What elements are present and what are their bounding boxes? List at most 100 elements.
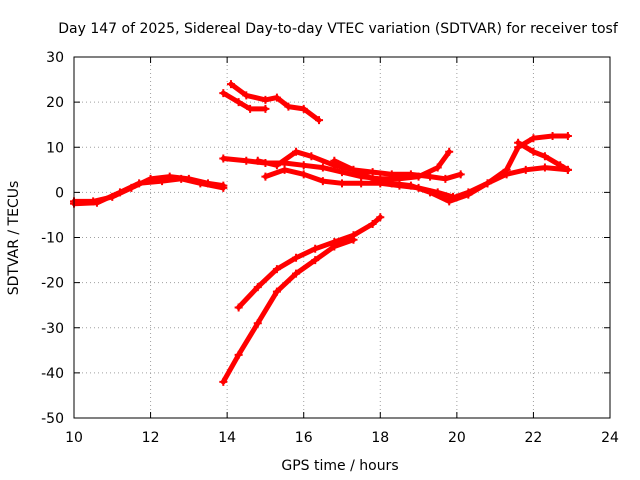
data-point [242, 91, 251, 100]
x-tick-label: 10 [65, 430, 83, 446]
data-point [315, 116, 324, 125]
series-layer [70, 80, 572, 386]
series-line [220, 237, 356, 385]
data-point [483, 179, 492, 188]
data-point [406, 170, 415, 179]
data-point [318, 163, 327, 172]
data-point [158, 177, 167, 186]
data-point [464, 188, 473, 197]
series-line [220, 90, 268, 112]
y-tick-label: 0 [55, 185, 64, 201]
data-point [349, 235, 358, 244]
data-point [299, 161, 308, 170]
data-point [261, 95, 270, 104]
series-track-c [219, 89, 270, 113]
data-point [441, 174, 450, 183]
data-point [563, 131, 572, 140]
data-point [330, 242, 339, 251]
data-point [540, 152, 549, 161]
data-point [219, 89, 228, 98]
data-point [311, 244, 320, 253]
data-point [272, 161, 281, 170]
chart-title: Day 147 of 2025, Sidereal Day-to-day VTE… [58, 21, 619, 37]
data-point [261, 172, 270, 181]
data-point [556, 161, 565, 170]
data-point [196, 179, 205, 188]
data-point [426, 172, 435, 181]
data-point [92, 198, 101, 207]
data-point [272, 265, 281, 274]
data-point [219, 183, 228, 192]
series-track-l [219, 235, 358, 386]
data-point [338, 179, 346, 188]
data-point [529, 147, 538, 156]
data-point [272, 287, 281, 296]
data-point [253, 319, 262, 328]
data-point [135, 179, 144, 188]
data-point [330, 156, 339, 165]
data-point [115, 188, 124, 197]
y-tick-label: -50 [41, 411, 64, 427]
x-tick-label: 24 [601, 430, 619, 446]
data-point [292, 269, 301, 278]
data-point [368, 219, 377, 228]
data-point [433, 163, 442, 172]
data-point [253, 156, 262, 165]
data-point [456, 170, 465, 179]
data-point [548, 131, 557, 140]
data-point [502, 165, 511, 174]
data-point [219, 154, 228, 163]
y-tick-label: 20 [46, 95, 64, 111]
data-point [234, 98, 243, 107]
data-point [357, 179, 366, 188]
data-point [318, 177, 327, 186]
ticks: 10 12 14 16 18 20 22 24 -50 -40 -30 -20 -10 0 10 20 30 [41, 50, 619, 446]
data-point [307, 152, 316, 161]
series-track-j [514, 138, 572, 174]
data-point [406, 181, 415, 190]
y-tick-label: -10 [41, 231, 64, 247]
data-point [563, 165, 572, 174]
data-point [387, 170, 396, 179]
data-point [299, 170, 308, 179]
data-point [540, 163, 549, 172]
x-tick-label: 20 [448, 430, 466, 446]
data-point [261, 104, 270, 113]
data-point [445, 195, 454, 204]
y-tick-label: 10 [46, 140, 64, 156]
series-track-f [253, 147, 465, 183]
y-tick-label: 30 [46, 50, 64, 66]
data-point [529, 134, 538, 143]
data-point [368, 168, 377, 177]
data-point [272, 93, 281, 102]
data-point [219, 377, 228, 386]
data-point [292, 147, 301, 156]
data-point [376, 213, 385, 222]
data-point [280, 165, 289, 174]
y-tick-label: -40 [41, 366, 64, 382]
data-point [426, 188, 435, 197]
data-point [253, 283, 262, 292]
x-axis-label: GPS time / hours [281, 458, 398, 474]
y-tick-label: -30 [41, 321, 64, 337]
data-point [349, 165, 358, 174]
grid [74, 57, 610, 418]
data-point [234, 303, 243, 312]
data-point [226, 80, 235, 89]
data-point [521, 165, 530, 174]
y-tick-label: -20 [41, 276, 64, 292]
x-tick-label: 12 [142, 430, 160, 446]
x-tick-label: 22 [525, 430, 543, 446]
data-point [234, 350, 243, 359]
x-tick-label: 18 [371, 430, 389, 446]
data-point [368, 174, 377, 183]
x-tick-label: 14 [218, 430, 236, 446]
data-point [514, 138, 523, 147]
series-track-d [226, 80, 324, 125]
data-point [445, 147, 454, 156]
data-point [299, 104, 308, 113]
x-tick-label: 16 [295, 430, 313, 446]
data-point [292, 253, 301, 262]
